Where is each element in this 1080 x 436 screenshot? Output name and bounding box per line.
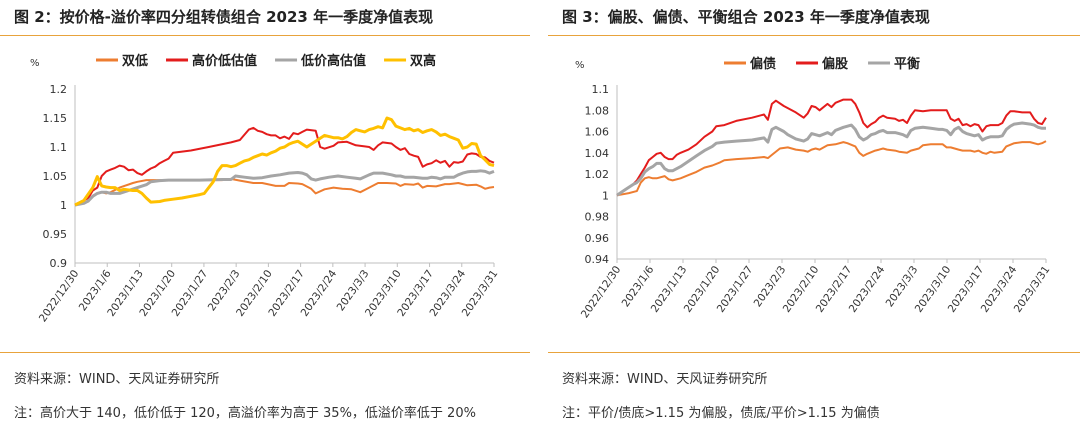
right-x-tick-label: 2022/12/30 <box>579 264 624 320</box>
left-chart: %0.90.9511.051.11.151.22022/12/302023/1/… <box>30 53 500 324</box>
left-y-tick-label: 0.9 <box>50 257 68 270</box>
left-footer-rule <box>0 352 530 353</box>
left-y-tick-label: 1.2 <box>50 83 68 96</box>
left-series-line-2 <box>74 126 495 206</box>
right-y-tick-label: 0.98 <box>585 211 610 224</box>
left-note-text: 注：高价大于 140，低价低于 120，高溢价率为高于 35%，低溢价率低于 2… <box>14 406 476 421</box>
left-y-tick-label: 1.15 <box>43 112 68 125</box>
left-unit-label: % <box>30 58 40 69</box>
left-series-line-3 <box>74 169 495 207</box>
right-y-tick-label: 1.06 <box>585 126 610 139</box>
left-legend-label-4: 双高 <box>410 53 436 69</box>
left-y-tick-label: 1.05 <box>43 170 68 183</box>
right-series-line-1 <box>616 140 1047 197</box>
left-series-line-4 <box>74 116 495 207</box>
right-y-tick-label: 1 <box>602 189 609 202</box>
right-footer-rule <box>548 352 1080 353</box>
right-series-line-2 <box>616 98 1047 197</box>
right-x-tick-label: 2023/2/3 <box>752 264 789 310</box>
right-note-text: 注：平价/债底>1.15 为偏股，债底/平价>1.15 为偏债 <box>562 406 880 421</box>
right-x-tick-label: 2023/1/6 <box>620 264 657 310</box>
left-title-rule <box>0 35 530 36</box>
right-legend-label-3: 平衡 <box>894 56 920 72</box>
left-legend-label-1: 双低 <box>122 53 148 69</box>
left-series-line-1 <box>74 177 495 206</box>
right-y-tick-label: 0.96 <box>585 232 610 245</box>
left-x-tick-label: 2022/12/30 <box>37 268 82 324</box>
right-chart-panel: 图 3：偏股、偏债、平衡组合 2023 年一季度净值表现 % 0.94 0.96 0.… <box>548 0 1080 436</box>
right-x-tick-label: 2023/3/3 <box>884 264 921 310</box>
left-legend-label-3: 低价高估值 <box>300 53 366 69</box>
right-y-tick-label: 1.08 <box>585 104 610 117</box>
right-title-rule <box>548 35 1080 36</box>
right-unit-label: % <box>575 60 585 71</box>
right-y-tick-label: 0.94 <box>585 253 610 266</box>
right-y-tick-label: 1.02 <box>585 168 610 181</box>
right-y-tick-label: 1.1 <box>592 83 610 96</box>
right-chart: % 0.94 0.96 0.98 1 1.02 1.04 1.06 1.08 1.1 2022/12… <box>575 56 1052 320</box>
left-y-tick-label: 1.1 <box>50 141 68 154</box>
right-y-tick-label: 1.04 <box>585 147 610 160</box>
left-chart-panel: 图 2：按价格-溢价率四分组转债组合 2023 年一季度净值表现 % 0.9 0.9… <box>0 0 530 436</box>
right-series-line-3 <box>616 121 1046 197</box>
right-source-text: 资料来源：WIND、天风证券研究所 <box>562 372 768 387</box>
left-legend-label-2: 高价低估值 <box>192 53 257 69</box>
left-chart-title: 图 2：按价格-溢价率四分组转债组合 2023 年一季度净值表现 <box>14 8 434 26</box>
left-source-text: 资料来源：WIND、天风证券研究所 <box>14 372 220 387</box>
right-legend-label-2: 偏股 <box>822 56 848 72</box>
left-y-tick-label: 1 <box>60 199 67 212</box>
left-y-tick-label: 0.95 <box>43 228 68 241</box>
right-legend-label-1: 偏债 <box>750 56 776 72</box>
right-chart-title: 图 3：偏股、偏债、平衡组合 2023 年一季度净值表现 <box>562 8 930 26</box>
